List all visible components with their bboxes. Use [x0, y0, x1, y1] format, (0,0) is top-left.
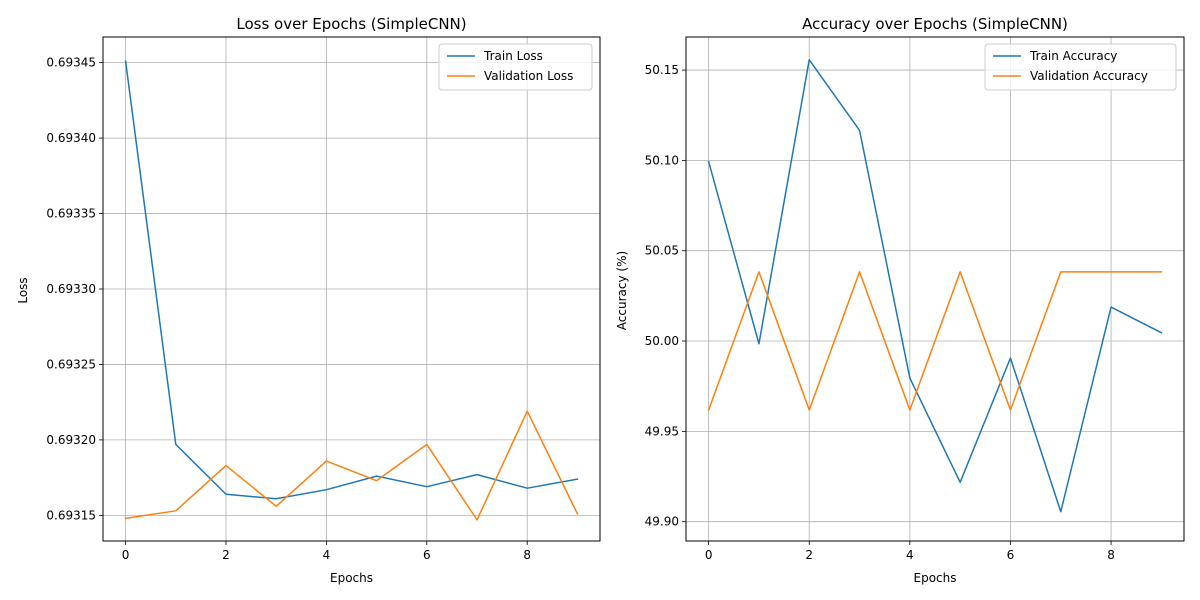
accuracy-ytick-label: 50.15: [645, 63, 679, 77]
accuracy-xtick-label: 8: [1107, 548, 1115, 562]
loss-chart-ylabel: Loss: [16, 277, 30, 303]
accuracy-ytick-label: 50.05: [645, 244, 679, 258]
accuracy-xtick-label: 0: [705, 548, 713, 562]
accuracy-legend-validation-label: Validation Accuracy: [1030, 69, 1148, 83]
accuracy-chart: Accuracy over Epochs (SimpleCNN) Epochs …: [615, 15, 1185, 585]
loss-legend-validation-label: Validation Loss: [484, 69, 573, 83]
loss-chart-legend-box: [438, 43, 593, 91]
loss-ytick-label: 0.69345: [46, 56, 96, 70]
accuracy-xtick-label: 2: [805, 548, 813, 562]
loss-chart-title: Loss over Epochs (SimpleCNN): [236, 15, 466, 33]
accuracy-ytick-label: 50.00: [645, 334, 679, 348]
loss-xtick-label: 2: [222, 548, 230, 562]
loss-xtick-label: 0: [122, 548, 130, 562]
accuracy-xtick-label: 6: [1007, 548, 1015, 562]
loss-xtick-label: 6: [423, 548, 431, 562]
loss-chart-ticks: 0 2 4 6 8 0.69315 0.69320 0.69325 0.69330 0.69335…: [46, 56, 531, 562]
loss-xtick-label: 4: [323, 548, 331, 562]
loss-chart-grid: [103, 37, 600, 541]
accuracy-chart-frame: [685, 36, 1185, 542]
loss-ytick-label: 0.69320: [46, 433, 96, 447]
loss-legend-train-label: Train Loss: [483, 49, 543, 63]
accuracy-chart-title: Accuracy over Epochs (SimpleCNN): [802, 15, 1068, 33]
accuracy-chart-legend-box: [984, 43, 1177, 91]
loss-xtick-label: 8: [523, 548, 531, 562]
loss-ytick-label: 0.69330: [46, 282, 96, 296]
accuracy-legend-train-label: Train Accuracy: [1029, 49, 1117, 63]
accuracy-ytick-label: 49.95: [645, 424, 679, 438]
accuracy-train-line: [707, 59, 1163, 513]
accuracy-chart-ticks: 0 2 4 6 8 49.90 49.95 50.00 50.05 50.10 50.15: [645, 63, 1115, 562]
accuracy-ytick-label: 50.10: [645, 153, 679, 167]
accuracy-chart-ylabel: Accuracy (%): [615, 251, 629, 330]
accuracy-chart-lines: [707, 59, 1163, 513]
accuracy-ytick-label: 49.90: [645, 515, 679, 529]
accuracy-xtick-label: 4: [906, 548, 914, 562]
loss-chart: Loss over Epochs (SimpleCNN) Epochs Loss…: [16, 15, 601, 585]
accuracy-validation-line: [707, 271, 1163, 411]
loss-chart-xlabel: Epochs: [330, 571, 373, 585]
loss-train-line: [124, 60, 579, 500]
loss-ytick-label: 0.69335: [46, 207, 96, 221]
accuracy-chart-xlabel: Epochs: [914, 571, 957, 585]
loss-chart-lines: [124, 60, 579, 521]
loss-ytick-label: 0.69325: [46, 357, 96, 371]
loss-ytick-label: 0.69315: [46, 508, 96, 522]
accuracy-chart-grid: [686, 37, 1184, 541]
loss-validation-line: [124, 410, 579, 521]
loss-ytick-label: 0.69340: [46, 131, 96, 145]
loss-chart-legend: Train Loss Validation Loss: [438, 43, 593, 91]
accuracy-chart-legend: Train Accuracy Validation Accuracy: [984, 43, 1177, 91]
